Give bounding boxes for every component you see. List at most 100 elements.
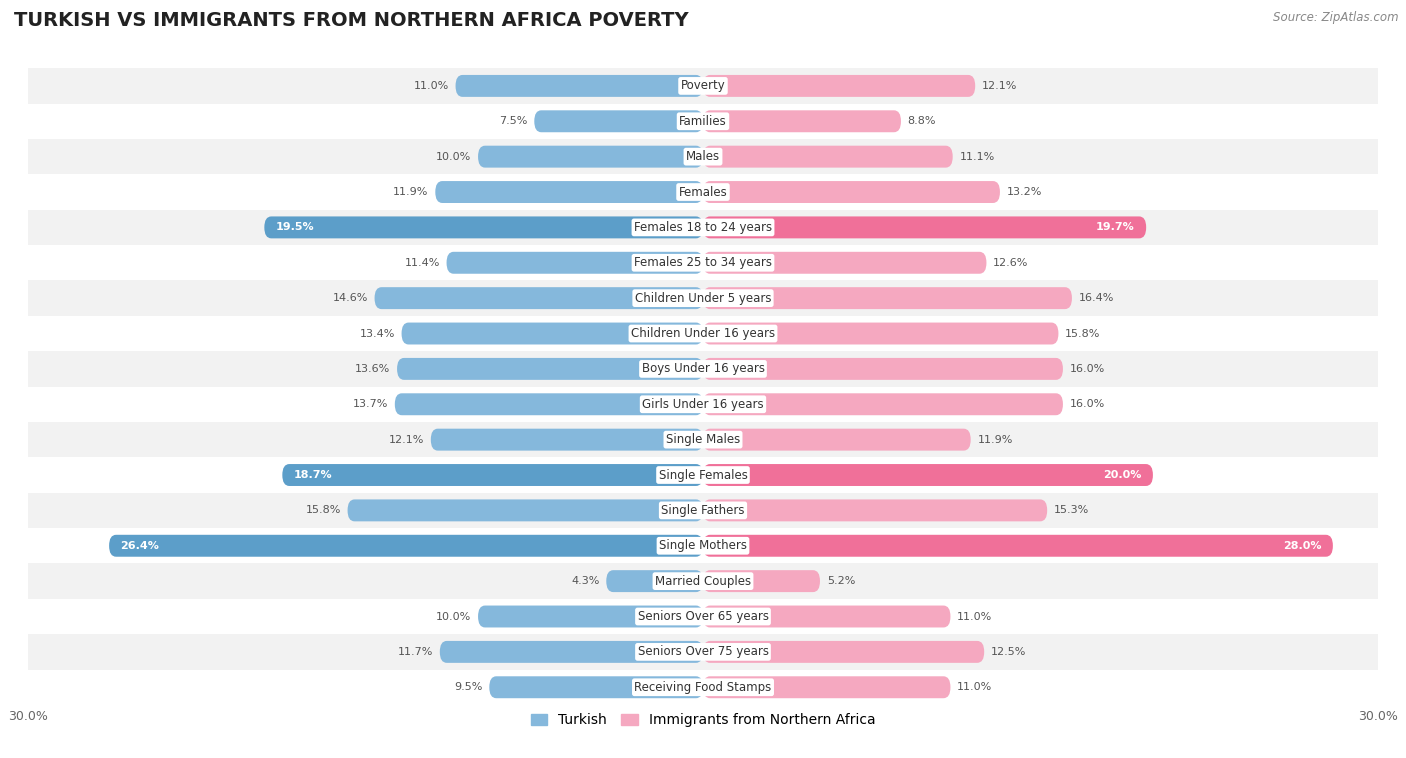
Bar — [28, 528, 1378, 563]
FancyBboxPatch shape — [478, 146, 703, 168]
Bar — [28, 280, 1378, 316]
Text: 11.0%: 11.0% — [957, 682, 993, 692]
Bar — [28, 457, 1378, 493]
FancyBboxPatch shape — [703, 252, 987, 274]
FancyBboxPatch shape — [534, 111, 703, 132]
Text: 13.7%: 13.7% — [353, 399, 388, 409]
FancyBboxPatch shape — [703, 323, 1059, 344]
Text: Married Couples: Married Couples — [655, 575, 751, 587]
Bar — [28, 563, 1378, 599]
Text: 19.5%: 19.5% — [276, 222, 314, 233]
FancyBboxPatch shape — [703, 535, 1333, 556]
FancyBboxPatch shape — [703, 181, 1000, 203]
Text: 26.4%: 26.4% — [121, 540, 159, 551]
Text: Receiving Food Stamps: Receiving Food Stamps — [634, 681, 772, 694]
FancyBboxPatch shape — [703, 606, 950, 628]
FancyBboxPatch shape — [402, 323, 703, 344]
Text: 12.1%: 12.1% — [388, 434, 425, 445]
Text: Single Males: Single Males — [666, 433, 740, 446]
FancyBboxPatch shape — [110, 535, 703, 556]
Text: 9.5%: 9.5% — [454, 682, 482, 692]
FancyBboxPatch shape — [606, 570, 703, 592]
FancyBboxPatch shape — [430, 429, 703, 450]
Text: 19.7%: 19.7% — [1097, 222, 1135, 233]
FancyBboxPatch shape — [703, 500, 1047, 522]
Bar — [28, 493, 1378, 528]
Text: 8.8%: 8.8% — [908, 116, 936, 127]
Bar — [28, 351, 1378, 387]
FancyBboxPatch shape — [456, 75, 703, 97]
FancyBboxPatch shape — [447, 252, 703, 274]
Text: 12.6%: 12.6% — [993, 258, 1029, 268]
Bar — [28, 599, 1378, 634]
Text: Girls Under 16 years: Girls Under 16 years — [643, 398, 763, 411]
Text: 14.6%: 14.6% — [332, 293, 368, 303]
Text: 5.2%: 5.2% — [827, 576, 855, 586]
Text: Boys Under 16 years: Boys Under 16 years — [641, 362, 765, 375]
Text: 11.9%: 11.9% — [394, 187, 429, 197]
Text: 10.0%: 10.0% — [436, 612, 471, 622]
FancyBboxPatch shape — [703, 464, 1153, 486]
FancyBboxPatch shape — [703, 676, 950, 698]
Text: Females 18 to 24 years: Females 18 to 24 years — [634, 221, 772, 234]
FancyBboxPatch shape — [395, 393, 703, 415]
Text: 15.8%: 15.8% — [1066, 328, 1101, 339]
Text: 11.7%: 11.7% — [398, 647, 433, 657]
Text: 15.8%: 15.8% — [305, 506, 340, 515]
FancyBboxPatch shape — [703, 570, 820, 592]
FancyBboxPatch shape — [703, 358, 1063, 380]
Text: 11.9%: 11.9% — [977, 434, 1012, 445]
Text: TURKISH VS IMMIGRANTS FROM NORTHERN AFRICA POVERTY: TURKISH VS IMMIGRANTS FROM NORTHERN AFRI… — [14, 11, 689, 30]
FancyBboxPatch shape — [374, 287, 703, 309]
FancyBboxPatch shape — [440, 641, 703, 662]
FancyBboxPatch shape — [396, 358, 703, 380]
FancyBboxPatch shape — [283, 464, 703, 486]
Bar — [28, 316, 1378, 351]
Bar — [28, 174, 1378, 210]
Bar — [28, 104, 1378, 139]
Text: Males: Males — [686, 150, 720, 163]
Text: Seniors Over 65 years: Seniors Over 65 years — [637, 610, 769, 623]
Text: Females: Females — [679, 186, 727, 199]
FancyBboxPatch shape — [703, 217, 1146, 238]
FancyBboxPatch shape — [436, 181, 703, 203]
Text: Females 25 to 34 years: Females 25 to 34 years — [634, 256, 772, 269]
Bar — [28, 669, 1378, 705]
Bar — [28, 139, 1378, 174]
Bar — [28, 634, 1378, 669]
Bar — [28, 387, 1378, 422]
FancyBboxPatch shape — [703, 641, 984, 662]
Text: Children Under 16 years: Children Under 16 years — [631, 327, 775, 340]
Text: 11.0%: 11.0% — [413, 81, 449, 91]
Text: 7.5%: 7.5% — [499, 116, 527, 127]
Text: 13.2%: 13.2% — [1007, 187, 1042, 197]
Text: 16.0%: 16.0% — [1070, 399, 1105, 409]
Text: 11.0%: 11.0% — [957, 612, 993, 622]
Bar — [28, 422, 1378, 457]
Bar — [28, 68, 1378, 104]
Text: Seniors Over 75 years: Seniors Over 75 years — [637, 645, 769, 659]
FancyBboxPatch shape — [703, 393, 1063, 415]
Legend: Turkish, Immigrants from Northern Africa: Turkish, Immigrants from Northern Africa — [524, 708, 882, 733]
FancyBboxPatch shape — [264, 217, 703, 238]
Text: 12.5%: 12.5% — [991, 647, 1026, 657]
Text: Poverty: Poverty — [681, 80, 725, 92]
FancyBboxPatch shape — [478, 606, 703, 628]
Bar — [28, 210, 1378, 245]
Text: 12.1%: 12.1% — [981, 81, 1018, 91]
Text: Families: Families — [679, 114, 727, 128]
FancyBboxPatch shape — [489, 676, 703, 698]
Text: 13.4%: 13.4% — [360, 328, 395, 339]
Text: 16.0%: 16.0% — [1070, 364, 1105, 374]
FancyBboxPatch shape — [347, 500, 703, 522]
Text: 18.7%: 18.7% — [294, 470, 332, 480]
FancyBboxPatch shape — [703, 287, 1071, 309]
Text: 15.3%: 15.3% — [1054, 506, 1090, 515]
Bar — [28, 245, 1378, 280]
FancyBboxPatch shape — [703, 146, 953, 168]
Text: 4.3%: 4.3% — [571, 576, 599, 586]
Text: Source: ZipAtlas.com: Source: ZipAtlas.com — [1274, 11, 1399, 24]
Text: 28.0%: 28.0% — [1284, 540, 1322, 551]
Text: Children Under 5 years: Children Under 5 years — [634, 292, 772, 305]
Text: 11.4%: 11.4% — [405, 258, 440, 268]
